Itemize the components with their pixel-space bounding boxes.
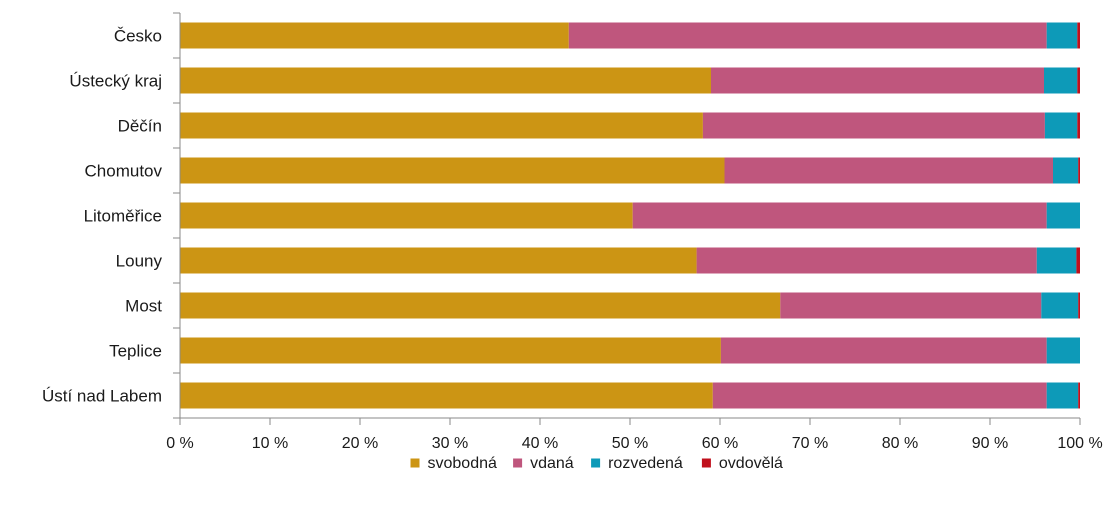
legend-label: vdaná <box>530 455 574 472</box>
bar-svobodná-5 <box>180 247 697 274</box>
x-tick-label: 10 % <box>252 435 288 452</box>
category-label: Ústí nad Labem <box>42 387 162 406</box>
bar-ovdovělá-1 <box>1077 67 1080 94</box>
x-tick-label: 30 % <box>432 435 468 452</box>
legend-item-vdaná: vdaná <box>513 455 574 472</box>
legend-swatch <box>513 458 523 468</box>
legend-label: ovdovělá <box>719 455 783 472</box>
bar-rozvedená-0 <box>1046 22 1078 49</box>
category-label: Most <box>125 297 162 316</box>
x-tick-labels: 0 % 10 % 20 % 30 % 40 % 50 % 60 % 70 % 80 % 90 % 1… <box>166 435 1102 452</box>
bar-svobodná-8 <box>180 382 713 409</box>
bar-svobodná-7 <box>180 337 721 364</box>
bar-svobodná-0 <box>180 22 569 49</box>
bar-svobodná-1 <box>180 67 711 94</box>
category-label: Ústecký kraj <box>69 72 162 91</box>
axes <box>173 12 1081 425</box>
x-tick-label: 60 % <box>702 435 738 452</box>
category-labels: Česko Ústecký kraj Děčín Chomutov Litoměřice… <box>42 27 163 406</box>
bar-vdaná-1 <box>711 67 1044 94</box>
category-label: Chomutov <box>85 162 163 181</box>
bar-vdaná-6 <box>780 292 1042 319</box>
x-tick-label: 100 % <box>1057 435 1102 452</box>
category-label: Děčín <box>118 117 162 136</box>
bar-rozvedená-3 <box>1053 157 1079 184</box>
legend-swatch <box>410 458 420 468</box>
legend-item-rozvedená: rozvedená <box>591 455 683 472</box>
x-tick-label: 80 % <box>882 435 918 452</box>
bar-ovdovělá-8 <box>1078 382 1080 409</box>
bars-layer <box>180 22 1080 409</box>
category-label: Česko <box>114 27 162 46</box>
legend-swatch <box>701 458 711 468</box>
x-tick-label: 0 % <box>166 435 194 452</box>
x-tick-label: 70 % <box>792 435 828 452</box>
bar-ovdovělá-3 <box>1078 157 1080 184</box>
legend-swatch <box>591 458 601 468</box>
bar-vdaná-3 <box>724 157 1053 184</box>
bar-rozvedená-5 <box>1036 247 1077 274</box>
bar-vdaná-5 <box>696 247 1037 274</box>
bar-ovdovělá-5 <box>1076 247 1080 274</box>
bar-svobodná-2 <box>180 112 703 139</box>
bar-rozvedená-8 <box>1046 382 1079 409</box>
legend-label: svobodná <box>428 455 497 472</box>
bar-rozvedená-2 <box>1044 112 1078 139</box>
bar-vdaná-0 <box>568 22 1047 49</box>
legend-label: rozvedená <box>608 455 683 472</box>
bar-rozvedená-7 <box>1046 337 1080 364</box>
category-label: Teplice <box>109 342 162 361</box>
bar-vdaná-7 <box>720 337 1047 364</box>
bar-svobodná-4 <box>180 202 633 229</box>
x-tick-label: 40 % <box>522 435 558 452</box>
category-label: Litoměřice <box>84 207 162 226</box>
bar-ovdovělá-0 <box>1077 22 1080 49</box>
legend-item-svobodná: svobodná <box>410 455 497 472</box>
x-tick-label: 20 % <box>342 435 378 452</box>
bar-vdaná-8 <box>712 382 1047 409</box>
bar-rozvedená-1 <box>1044 67 1078 94</box>
bar-rozvedená-6 <box>1041 292 1079 319</box>
category-label: Louny <box>116 252 163 271</box>
bar-ovdovělá-2 <box>1077 112 1080 139</box>
bar-vdaná-2 <box>702 112 1045 139</box>
bar-ovdovělá-6 <box>1078 292 1080 319</box>
bar-rozvedená-4 <box>1046 202 1080 229</box>
legend-item-ovdovělá: ovdovělá <box>701 455 783 472</box>
bar-svobodná-6 <box>180 292 781 319</box>
bar-svobodná-3 <box>180 157 725 184</box>
legend: svobodná vdaná rozvedená ovdovělá <box>410 455 783 472</box>
x-tick-label: 90 % <box>972 435 1008 452</box>
bar-vdaná-4 <box>632 202 1047 229</box>
x-tick-label: 50 % <box>612 435 648 452</box>
